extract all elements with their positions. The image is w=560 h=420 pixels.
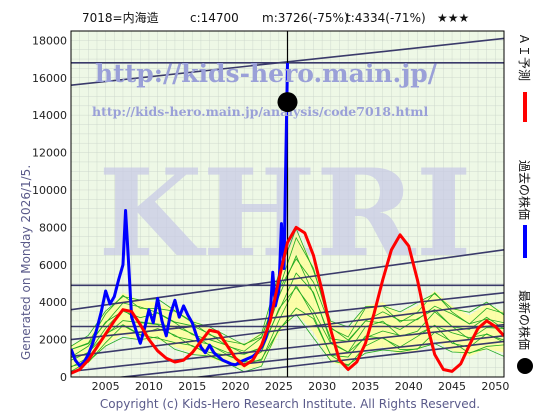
y-tick-label: 8000: [39, 221, 67, 234]
legend-swatch-latest-price: [517, 358, 533, 374]
y-tick-label: 0: [60, 371, 67, 384]
y-tick-label: 16000: [32, 72, 67, 85]
legend-item-latest-price: 最新の株価: [517, 290, 533, 374]
generated-date-text: Generated on Monday 2026/1/5.: [19, 165, 33, 360]
y-tick-label: 12000: [32, 147, 67, 160]
x-tick-label: 2035: [351, 380, 379, 393]
y-tick-label: 10000: [32, 184, 67, 197]
plot-frame: [70, 30, 505, 378]
x-axis: 2005 2010 2015 2020 2025 2030 2035 2040 2045 2050: [92, 380, 510, 393]
watermark-url-large: http://kids-hero.main.jp/: [95, 59, 438, 88]
copyright-footer: Copyright (c) Kids-Hero Research Institu…: [100, 397, 480, 411]
y-tick-label: 4000: [39, 296, 67, 309]
x-tick-label: 2010: [135, 380, 163, 393]
legend: ＡＩ予測 過去の株価 最新の株価: [517, 33, 533, 374]
legend-label-latest-price: 最新の株価: [517, 290, 532, 350]
y-tick-label: 6000: [39, 259, 67, 272]
legend-item-ai-forecast: ＡＩ予測: [517, 33, 531, 122]
legend-label-ai-forecast: ＡＩ予測: [517, 33, 531, 81]
header-code-name: 7018=内海造: [82, 10, 159, 25]
x-tick-label: 2040: [395, 380, 423, 393]
x-tick-label: 2005: [92, 380, 120, 393]
legend-item-past-prices: 過去の株価: [517, 160, 532, 258]
x-tick-label: 2045: [438, 380, 466, 393]
latest-price-point: [277, 92, 298, 113]
x-tick-label: 2025: [265, 380, 293, 393]
y-tick-label: 18000: [32, 34, 67, 47]
watermark-url-small: http://kids-hero.main.jp/analysis/code70…: [92, 104, 428, 119]
y-tick-label: 14000: [32, 109, 67, 122]
header-min-price: m:3726(-75%): [262, 11, 349, 25]
y-tick-label: 2000: [39, 334, 67, 347]
header-current-price: c:14700: [190, 11, 239, 25]
header-target-price: t:4334(-71%): [346, 11, 426, 25]
series-line-ai-forecast: [71, 225, 504, 375]
x-tick-label: 2050: [481, 380, 509, 393]
x-tick-label: 2020: [222, 380, 250, 393]
header-rating: ★★★: [437, 11, 469, 25]
x-tick-label: 2015: [178, 380, 206, 393]
x-tick-label: 2030: [308, 380, 336, 393]
y-axis: 0 2000 4000 6000 8000 10000 12000 14000 16000 180…: [32, 34, 67, 384]
legend-label-past-prices: 過去の株価: [517, 160, 532, 220]
